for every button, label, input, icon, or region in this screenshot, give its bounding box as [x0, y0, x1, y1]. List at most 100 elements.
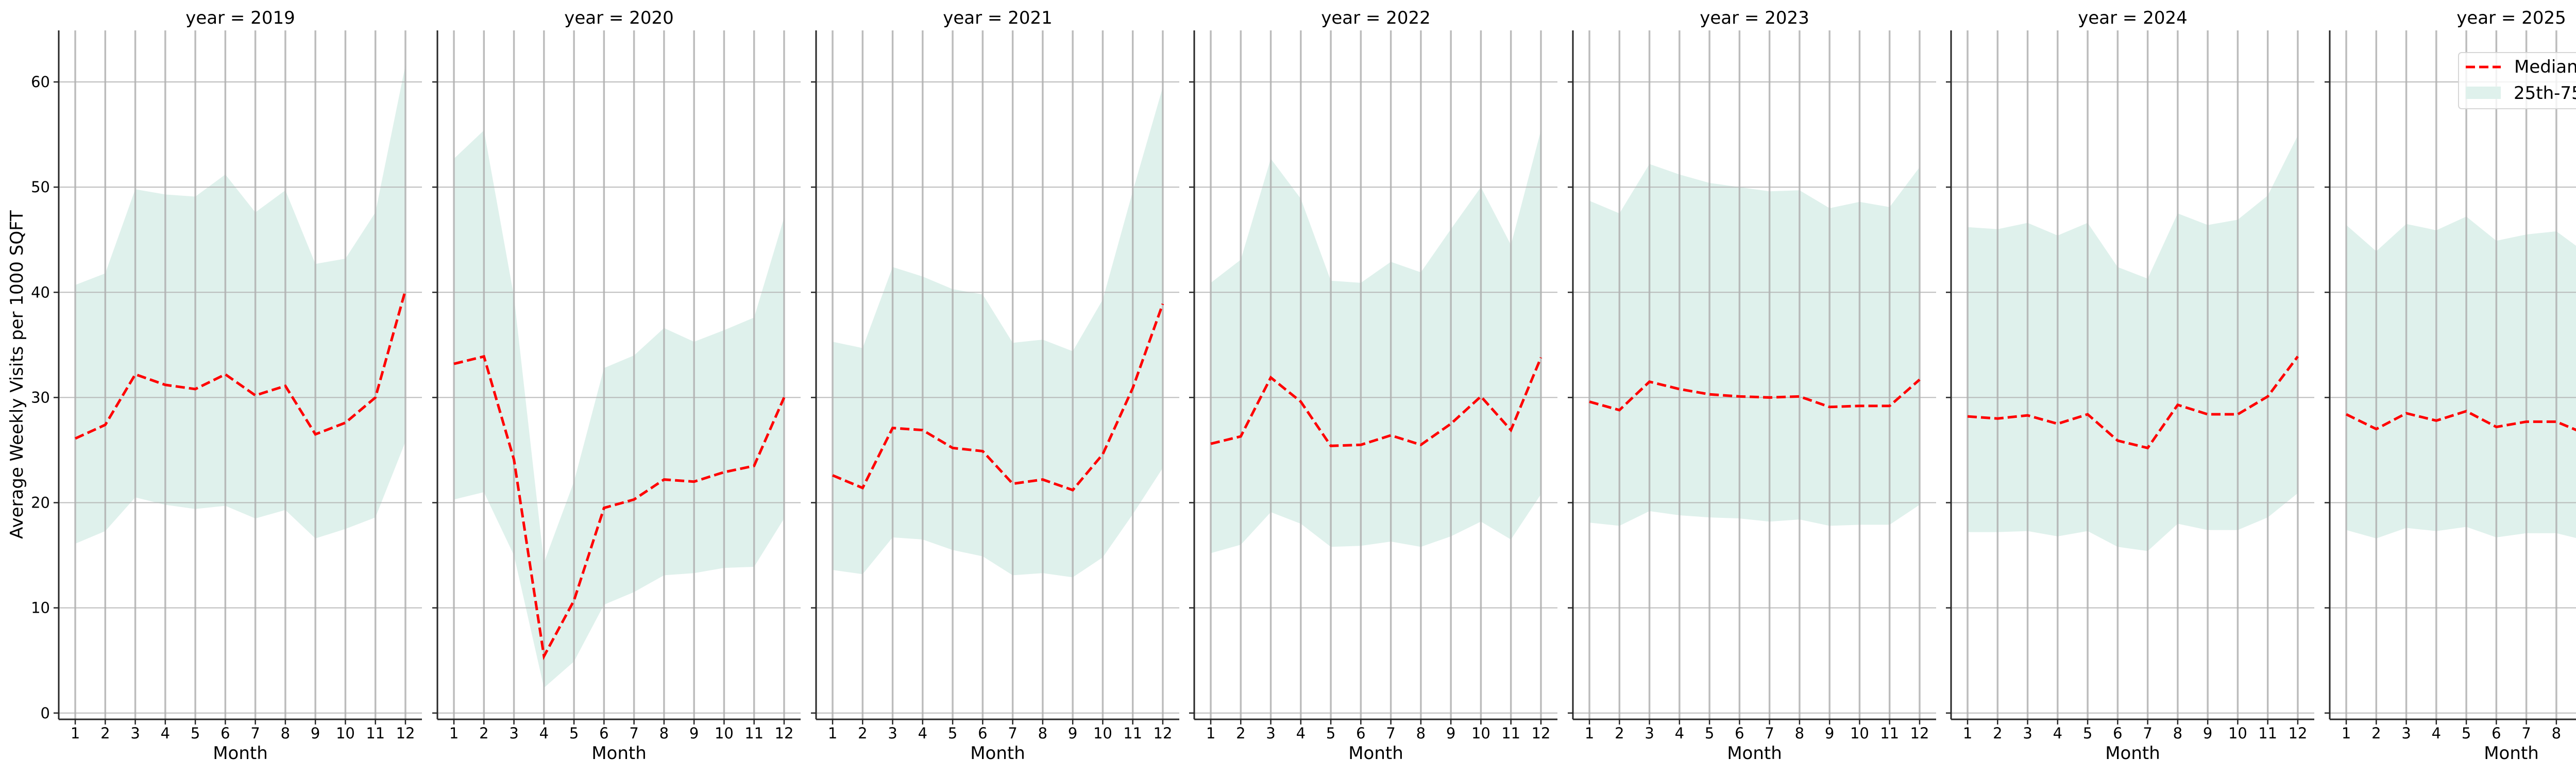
x-tick-label: 1 [1206, 725, 1215, 742]
x-axis-label: Month [2105, 743, 2160, 764]
x-tick-label: 12 [775, 725, 794, 742]
facet-title: year = 2020 [564, 8, 673, 28]
y-tick-label: 60 [31, 73, 50, 91]
x-tick-label: 6 [221, 725, 230, 742]
x-tick-label: 9 [1825, 725, 1834, 742]
facet-title: year = 2019 [185, 8, 295, 28]
x-tick-label: 9 [689, 725, 699, 742]
x-tick-label: 5 [2083, 725, 2092, 742]
facet-title: year = 2025 [2456, 8, 2566, 28]
x-tick-label: 11 [2258, 725, 2277, 742]
x-axis-label: Month [1348, 743, 1403, 764]
x-tick-label: 8 [1795, 725, 1804, 742]
x-tick-label: 6 [1735, 725, 1744, 742]
x-tick-label: 2 [1993, 725, 2002, 742]
percentile-band [1589, 164, 1920, 526]
x-tick-label: 3 [888, 725, 897, 742]
x-tick-label: 7 [629, 725, 638, 742]
x-tick-label: 5 [1705, 725, 1714, 742]
x-tick-label: 8 [1416, 725, 1426, 742]
x-tick-label: 6 [2492, 725, 2501, 742]
x-tick-label: 9 [1446, 725, 1455, 742]
percentile-band [75, 65, 405, 544]
x-tick-label: 11 [1123, 725, 1142, 742]
legend: Median 25th-75th Percentile [2459, 53, 2576, 109]
x-tick-label: 4 [2432, 725, 2441, 742]
x-tick-label: 3 [2401, 725, 2411, 742]
percentile-band [454, 130, 784, 688]
y-tick-label: 20 [31, 494, 50, 512]
x-tick-label: 10 [1850, 725, 1869, 742]
x-tick-label: 7 [1008, 725, 1017, 742]
x-tick-label: 2 [100, 725, 110, 742]
x-axis-label: Month [970, 743, 1025, 764]
x-tick-label: 3 [509, 725, 518, 742]
x-tick-label: 4 [2053, 725, 2062, 742]
percentile-band [833, 87, 1163, 577]
y-axis-label: Average Weekly Visits per 1000 SQFT [7, 210, 27, 539]
x-tick-label: 10 [1093, 725, 1112, 742]
x-axis-label: Month [213, 743, 268, 764]
x-tick-label: 3 [2023, 725, 2032, 742]
x-axis-label: Month [591, 743, 647, 764]
x-tick-label: 7 [2143, 725, 2152, 742]
x-tick-label: 10 [336, 725, 355, 742]
x-tick-label: 12 [1532, 725, 1551, 742]
x-tick-label: 5 [948, 725, 957, 742]
x-tick-label: 8 [2173, 725, 2182, 742]
facet-title: year = 2022 [1321, 8, 1430, 28]
x-tick-label: 2 [1236, 725, 1245, 742]
x-tick-label: 1 [828, 725, 837, 742]
y-tick-label: 0 [41, 704, 50, 722]
x-tick-label: 8 [2552, 725, 2561, 742]
x-tick-label: 12 [2289, 725, 2308, 742]
x-tick-label: 3 [1266, 725, 1275, 742]
x-tick-label: 4 [161, 725, 170, 742]
x-tick-label: 11 [366, 725, 385, 742]
percentile-band [1211, 130, 1541, 553]
x-tick-label: 5 [191, 725, 200, 742]
x-tick-label: 9 [1068, 725, 1077, 742]
facet-title: year = 2024 [2078, 8, 2187, 28]
x-tick-label: 11 [1880, 725, 1899, 742]
x-tick-label: 1 [1585, 725, 1594, 742]
x-tick-label: 1 [449, 725, 459, 742]
facet-title: year = 2023 [1700, 8, 1809, 28]
x-tick-label: 10 [1471, 725, 1490, 742]
x-tick-label: 4 [539, 725, 549, 742]
x-tick-label: 9 [2203, 725, 2212, 742]
x-tick-label: 8 [659, 725, 669, 742]
legend-band-label: 25th-75th Percentile [2514, 83, 2576, 104]
percentile-band [2346, 110, 2576, 541]
y-tick-label: 40 [31, 283, 50, 301]
x-tick-label: 4 [1296, 725, 1306, 742]
x-axis-label: Month [2484, 743, 2539, 764]
x-tick-label: 4 [918, 725, 927, 742]
legend-median-label: Median [2514, 57, 2576, 77]
facet-title: year = 2021 [943, 8, 1052, 28]
x-tick-label: 3 [1645, 725, 1654, 742]
x-tick-label: 5 [2462, 725, 2471, 742]
x-tick-label: 1 [2342, 725, 2351, 742]
x-tick-label: 9 [311, 725, 320, 742]
x-tick-label: 12 [1154, 725, 1173, 742]
x-tick-label: 11 [1501, 725, 1520, 742]
x-tick-label: 2 [479, 725, 488, 742]
x-tick-label: 12 [1910, 725, 1929, 742]
y-tick-label: 10 [31, 599, 50, 617]
x-tick-label: 2 [2371, 725, 2381, 742]
y-tick-label: 30 [31, 389, 50, 406]
x-tick-label: 11 [744, 725, 764, 742]
legend-band-swatch [2466, 87, 2501, 99]
x-tick-label: 6 [599, 725, 608, 742]
x-tick-label: 6 [978, 725, 987, 742]
x-tick-label: 3 [130, 725, 140, 742]
x-tick-label: 10 [2228, 725, 2247, 742]
